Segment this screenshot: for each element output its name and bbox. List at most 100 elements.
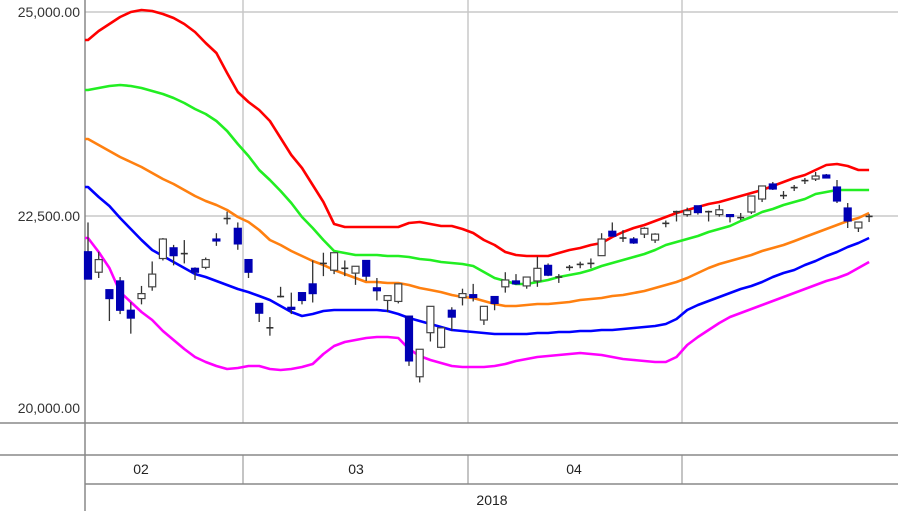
month-label-03: 03 xyxy=(348,461,364,477)
candle xyxy=(801,177,809,185)
candle xyxy=(105,289,114,322)
candle xyxy=(212,233,221,246)
candle xyxy=(351,265,360,285)
candle-body-down xyxy=(287,306,296,310)
candle xyxy=(169,244,178,266)
candle-body-down xyxy=(608,230,617,237)
band-line-0 xyxy=(85,8,870,258)
candle xyxy=(662,220,670,228)
candle xyxy=(469,283,478,302)
candle-body-down xyxy=(212,238,221,242)
candle xyxy=(190,267,200,280)
candle-body-up xyxy=(94,258,103,273)
candle xyxy=(233,222,242,250)
month-label-04: 04 xyxy=(566,461,582,477)
candle-body-up xyxy=(683,210,692,216)
candle-body-down xyxy=(255,302,264,314)
candle-body-down xyxy=(169,247,178,257)
candle-body-down xyxy=(822,174,831,179)
candle xyxy=(266,317,274,336)
candle-body-up xyxy=(415,348,424,378)
band-lines xyxy=(85,8,870,372)
y-tick-label-22500: 22,500.00 xyxy=(18,208,80,224)
candle xyxy=(854,221,863,232)
candle xyxy=(201,257,210,270)
candle-body-up xyxy=(383,295,392,302)
candle-body-down xyxy=(543,264,553,276)
candle-body-down xyxy=(832,186,842,202)
candle-body-down xyxy=(297,292,307,302)
candle xyxy=(158,238,167,261)
candle-body-up xyxy=(158,238,167,260)
candle-body-up xyxy=(351,265,360,274)
candle-body-up xyxy=(394,283,403,303)
candle xyxy=(362,259,371,281)
candle xyxy=(790,184,798,192)
candle-body-down xyxy=(362,259,371,277)
candle-body-down xyxy=(693,205,703,214)
candle xyxy=(511,274,521,285)
candle xyxy=(501,272,510,293)
candle xyxy=(341,260,349,277)
candle-body-down xyxy=(233,227,242,245)
candle xyxy=(94,251,103,279)
candle-body-up xyxy=(479,305,488,321)
candle xyxy=(297,292,307,305)
candle-body-down xyxy=(469,294,478,299)
candle xyxy=(415,348,424,383)
candle-body-up xyxy=(501,279,510,288)
candle xyxy=(404,315,414,366)
candle xyxy=(629,237,638,244)
candle-body-down xyxy=(725,214,735,218)
axes: 25,000.00 22,500.00 20,000.00 02 03 04 2… xyxy=(18,4,582,508)
candle-body-up xyxy=(811,175,820,180)
candle xyxy=(673,210,680,222)
candle xyxy=(587,258,595,269)
candle xyxy=(447,307,456,331)
candle xyxy=(822,173,831,179)
candle xyxy=(715,204,724,217)
candle-body-down xyxy=(404,315,414,362)
band-line-4 xyxy=(85,236,870,372)
candle-body-down xyxy=(244,258,253,273)
y-tick-label-25000: 25,000.00 xyxy=(18,4,80,20)
candle xyxy=(780,191,787,200)
candle xyxy=(543,263,553,277)
year-label: 2018 xyxy=(476,492,507,508)
candle xyxy=(308,260,317,303)
candle xyxy=(426,305,435,342)
candle-body-up xyxy=(597,238,606,257)
candle xyxy=(683,207,692,217)
band-line-1 xyxy=(85,83,870,286)
candle-body-up xyxy=(458,293,467,299)
candle xyxy=(522,276,531,289)
candle xyxy=(137,285,146,305)
candle xyxy=(83,222,93,280)
candle xyxy=(319,252,327,277)
candle-body-up xyxy=(437,327,446,348)
candle xyxy=(705,210,713,222)
candle-body-up xyxy=(522,276,531,287)
candle xyxy=(383,295,392,313)
candle-body-down xyxy=(83,251,93,280)
candle xyxy=(650,233,660,243)
candle-body-up xyxy=(148,273,157,288)
candle xyxy=(255,302,264,322)
candle xyxy=(768,181,777,190)
candle xyxy=(619,230,627,242)
candle xyxy=(277,286,285,298)
candle xyxy=(725,214,735,223)
candle-body-up xyxy=(757,185,767,200)
candle xyxy=(737,212,745,220)
candle xyxy=(566,264,573,271)
candle xyxy=(180,240,188,264)
y-tick-label-20000: 20,000.00 xyxy=(18,400,80,416)
candle-body-down xyxy=(768,183,777,190)
candle xyxy=(458,288,467,306)
candle xyxy=(394,283,403,304)
candle-body-up xyxy=(640,227,649,235)
candle xyxy=(330,252,339,275)
candle xyxy=(555,274,563,283)
